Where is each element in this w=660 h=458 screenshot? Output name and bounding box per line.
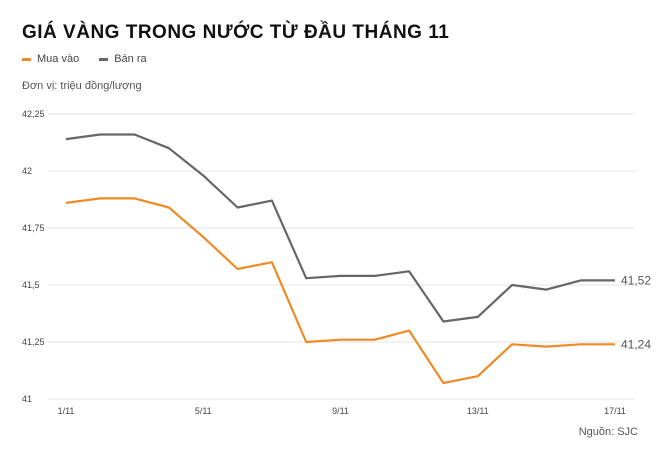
legend-swatch-buy bbox=[22, 57, 31, 61]
legend-label-buy: Mua vào bbox=[37, 53, 80, 65]
series-line-sell bbox=[65, 133, 615, 323]
legend-item-sell: Bán ra bbox=[99, 53, 147, 65]
source-label: Nguồn: SJC bbox=[578, 426, 638, 438]
y-tick-label: 41,25 bbox=[22, 337, 45, 347]
x-tick-label: 9/11 bbox=[332, 406, 349, 416]
y-tick-label: 41,5 bbox=[22, 280, 40, 290]
y-tick-label: 42,25 bbox=[22, 109, 45, 119]
end-label-buy: 41,24 bbox=[621, 337, 651, 351]
chart-title: GIÁ VÀNG TRONG NƯỚC TỪ ĐẦU THÁNG 11 bbox=[22, 22, 450, 43]
x-tick-label: 1/11 bbox=[58, 406, 75, 416]
legend: Mua vào Bán ra bbox=[22, 53, 147, 65]
legend-swatch-sell bbox=[99, 57, 109, 61]
series-line-buy bbox=[65, 197, 615, 385]
unit-label: Đơn vị: triệu đồng/lượng bbox=[22, 80, 142, 92]
y-tick-label: 41 bbox=[22, 394, 32, 404]
legend-label-sell: Bán ra bbox=[114, 53, 147, 65]
legend-item-buy: Mua vào bbox=[22, 53, 79, 65]
x-tick-label: 13/11 bbox=[467, 406, 489, 416]
end-label-sell: 41,52 bbox=[621, 273, 651, 287]
y-tick-label: 42 bbox=[22, 166, 32, 176]
x-tick-label: 5/11 bbox=[195, 406, 212, 416]
y-tick-label: 41,75 bbox=[22, 223, 45, 233]
x-tick-label: 17/11 bbox=[604, 406, 626, 416]
